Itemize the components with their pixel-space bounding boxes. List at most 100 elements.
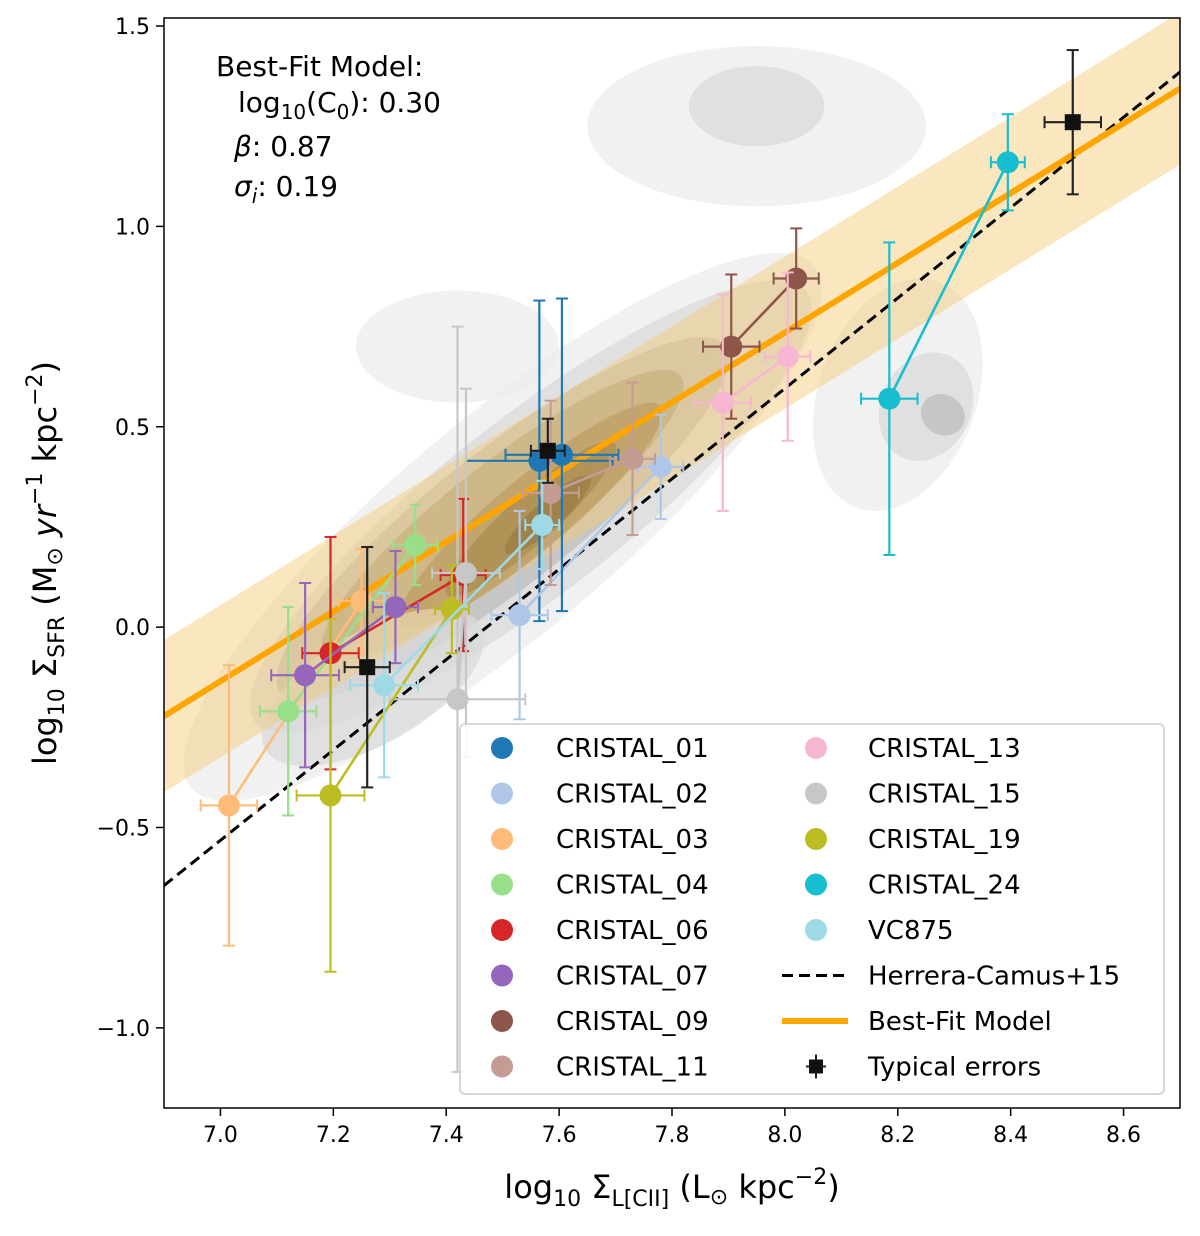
- legend-entry-cristal-13: CRISTAL_13: [805, 734, 1021, 764]
- legend-marker-typical-errors: [806, 1054, 826, 1079]
- typical-error-2: [529, 417, 566, 484]
- cristal-24-marker-1: [878, 387, 901, 410]
- legend-entry-herrera-camus-15: Herrera-Camus+15: [782, 962, 1120, 992]
- series-cristal-19: [295, 564, 470, 973]
- legend-marker-cristal-19: [805, 828, 827, 850]
- cristal-24-connector: [888, 161, 1010, 400]
- x-tick-label-8: 8.4: [993, 1123, 1028, 1148]
- legend-entry-cristal-06: CRISTAL_06: [491, 916, 709, 946]
- cristal-03-marker-2: [350, 590, 373, 613]
- typical-error-1: [1043, 49, 1102, 196]
- y-tick-label-5: 1.0: [115, 215, 150, 240]
- legend-frame: [459, 723, 1165, 1095]
- cristal-13-marker-2: [776, 345, 799, 368]
- legend-marker-cristal-15: [805, 782, 827, 805]
- x-tick-label-7: 8.2: [880, 1123, 915, 1148]
- y-tick-label-1: −1.0: [97, 1017, 150, 1042]
- annotation-sigma: σi: 0.19: [234, 170, 338, 208]
- legend: CRISTAL_01 CRISTAL_02 CRISTAL_03 CRISTAL_04…: [459, 723, 1165, 1095]
- density-contour-7: [504, 475, 591, 555]
- cristal-15-marker-1: [446, 688, 469, 711]
- vc875-connector: [383, 524, 544, 687]
- legend-marker-cristal-02: [491, 782, 513, 805]
- y-tick-label-4: 0.5: [115, 416, 150, 441]
- series-cristal-11: [521, 381, 657, 587]
- model-lines: [164, 70, 1180, 887]
- cristal-09-connector: [730, 277, 798, 348]
- y-tick-label-2: −0.5: [97, 816, 150, 841]
- legend-label-vc875: VC875: [868, 916, 954, 946]
- cristal-19-marker-1: [319, 784, 342, 807]
- x-tick-label-3: 7.4: [429, 1123, 464, 1148]
- legend-label-cristal-06: CRISTAL_06: [556, 916, 709, 946]
- cristal-15-connector: [456, 572, 468, 700]
- x-axis-ticks: 7.0 7.2 7.4 7.6 7.8 8.0 8.2 8.4 8.6: [203, 1108, 1141, 1148]
- x-tick-label-9: 8.6: [1106, 1123, 1141, 1148]
- legend-label-cristal-24: CRISTAL_24: [868, 871, 1021, 901]
- legend-label-cristal-07: CRISTAL_07: [556, 962, 709, 992]
- series-cristal-02: [490, 413, 685, 721]
- legend-label-cristal-01: CRISTAL_01: [556, 734, 709, 764]
- legend-label-cristal-15: CRISTAL_15: [868, 780, 1021, 810]
- legend-marker-cristal-11: [491, 1055, 513, 1078]
- x-tick-label-4: 7.6: [542, 1123, 577, 1148]
- legend-entry-cristal-24: CRISTAL_24: [805, 871, 1021, 901]
- legend-entry-cristal-04: CRISTAL_04: [491, 871, 709, 901]
- legend-entry-cristal-09: CRISTAL_09: [491, 1007, 709, 1037]
- cristal-07-marker-2: [384, 596, 407, 619]
- cristal-24-marker-2: [996, 151, 1019, 174]
- legend-entry-cristal-07: CRISTAL_07: [491, 962, 709, 992]
- density-contour-14: [261, 608, 484, 767]
- typical-error-marker-3: [359, 659, 376, 676]
- series-cristal-09: [702, 227, 820, 420]
- cristal-13-connector: [722, 355, 789, 404]
- legend-marker-cristal-01: [491, 737, 513, 759]
- series-cristal-13: [693, 271, 812, 512]
- cristal-04-marker-1: [277, 700, 300, 723]
- cristal-02-marker-1: [508, 604, 531, 627]
- series-cristal-24: [860, 113, 1026, 556]
- legend-marker-cristal-03: [491, 828, 513, 850]
- cristal-19-marker-2: [440, 598, 463, 621]
- density-contour-10: [920, 394, 965, 436]
- annotation-beta: β: 0.87: [233, 130, 333, 163]
- typical-error-marker-1: [1064, 114, 1081, 131]
- legend-label-cristal-19: CRISTAL_19: [868, 825, 1021, 855]
- legend-marker-cristal-07: [491, 964, 513, 987]
- typical-error-3: [343, 545, 391, 789]
- annotation-c0: log10(C0): 0.30: [238, 86, 441, 124]
- legend-typical-square: [809, 1059, 823, 1074]
- legend-label-typical-errors: Typical errors: [867, 1053, 1041, 1083]
- x-axis-label: log10 ΣL[CII] (L⊙ kpc−2): [504, 1165, 839, 1212]
- cristal-13-marker-1: [711, 391, 734, 414]
- y-tick-label-3: 0.0: [115, 616, 150, 641]
- typical-errors: [343, 49, 1102, 789]
- legend-label-cristal-13: CRISTAL_13: [868, 734, 1021, 764]
- legend-marker-vc875: [805, 919, 827, 941]
- x-tick-label-5: 7.8: [655, 1123, 690, 1148]
- cristal-15-marker-2: [454, 562, 477, 585]
- legend-marker-cristal-04: [491, 873, 513, 896]
- legend-label-cristal-11: CRISTAL_11: [556, 1053, 709, 1083]
- legend-entry-cristal-01: CRISTAL_01: [491, 734, 709, 764]
- cristal-03-marker-1: [217, 794, 240, 817]
- cristal-19-connector: [329, 608, 453, 797]
- herrera-camus-line: [164, 70, 1180, 887]
- x-tick-label-2: 7.2: [316, 1123, 351, 1148]
- legend-marker-cristal-24: [805, 873, 827, 896]
- cristal-01-extra-marker: [550, 443, 573, 466]
- y-axis-label: log10 ΣSFR (M⊙ yr−1 kpc−2): [23, 361, 70, 765]
- vc875-marker-1: [373, 674, 396, 697]
- legend-label-cristal-03: CRISTAL_03: [556, 825, 709, 855]
- x-tick-label-1: 7.0: [203, 1123, 238, 1148]
- legend-entry-best-fit-model: Best-Fit Model: [782, 1007, 1052, 1037]
- cristal-07-connector: [304, 606, 397, 677]
- cristal-07-marker-1: [294, 664, 317, 687]
- legend-entry-cristal-15: CRISTAL_15: [805, 780, 1021, 810]
- y-tick-label-6: 1.5: [115, 15, 150, 40]
- legend-label-cristal-02: CRISTAL_02: [556, 780, 709, 810]
- legend-label-cristal-04: CRISTAL_04: [556, 871, 709, 901]
- legend-entry-cristal-03: CRISTAL_03: [491, 825, 709, 855]
- series-cristal-07: [270, 549, 419, 769]
